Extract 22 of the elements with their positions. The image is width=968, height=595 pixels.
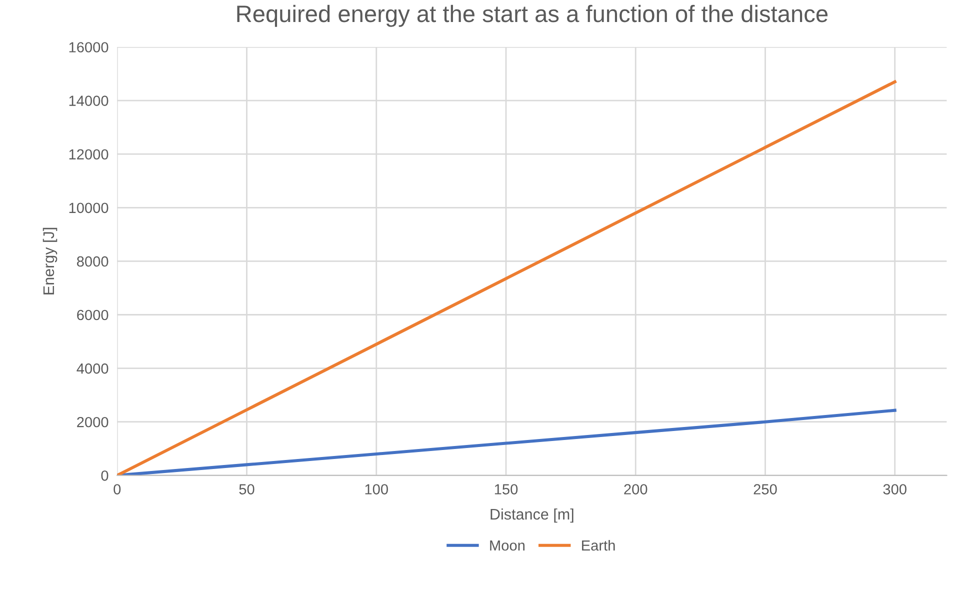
x-tick-label: 250 [754, 484, 777, 494]
y-tick-label: 16000 [69, 42, 108, 52]
y-tick-label: 6000 [77, 310, 108, 320]
y-tick-label: 12000 [69, 149, 108, 160]
line-series [117, 80, 896, 476]
x-tick-label: 100 [365, 484, 388, 494]
y-tick-label: 10000 [69, 202, 108, 214]
x-tick-label: 0 [114, 484, 121, 494]
x-tick-label: 150 [494, 484, 518, 494]
y-tick-label: 14000 [69, 96, 108, 106]
legend-label: Moon [490, 540, 524, 551]
y-tick-label: 0 [101, 470, 108, 481]
chart-title: Required energy at the start as a function of the distance [237, 4, 828, 27]
y-tick-label: 4000 [76, 363, 108, 374]
x-tick-label: 300 [883, 484, 906, 494]
x-axis-title: Distance [m] [490, 508, 574, 523]
y-axis-title: Energy [J] [42, 228, 58, 294]
legend-label: Earth [582, 540, 615, 551]
x-tick-label: 200 [624, 484, 648, 494]
y-tick-label: 2000 [77, 416, 108, 428]
x-tick-label: 50 [239, 484, 254, 494]
y-tick-label: 8000 [76, 256, 108, 267]
